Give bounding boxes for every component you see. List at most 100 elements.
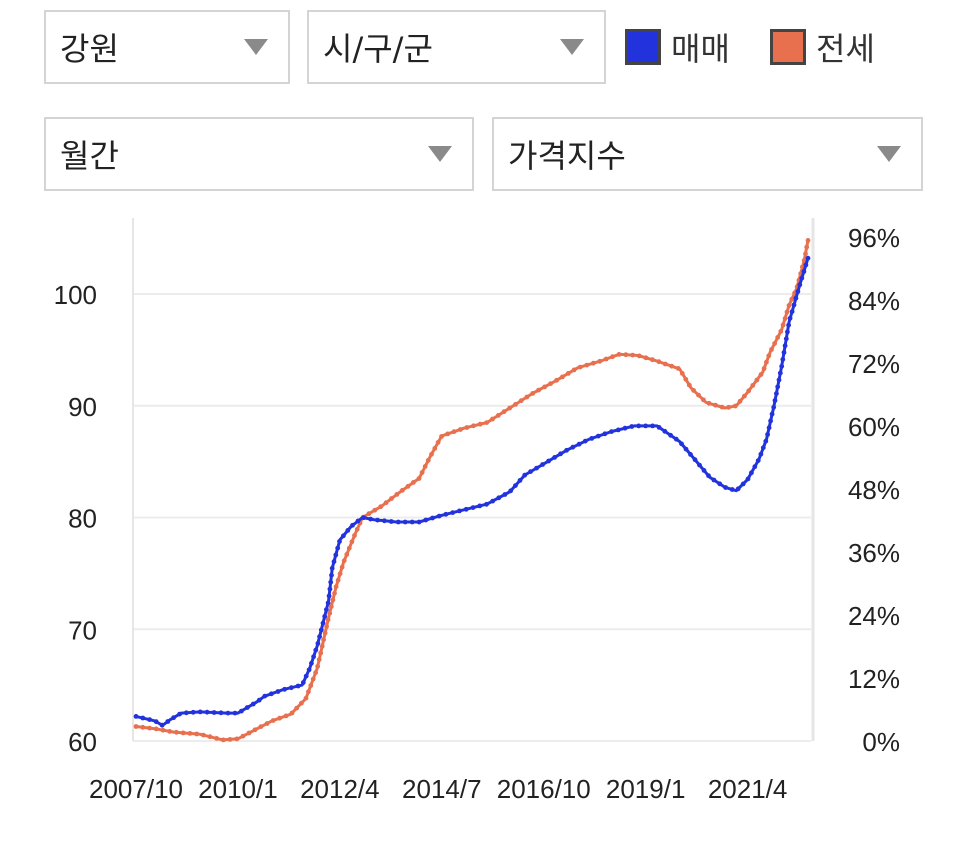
data-point — [147, 725, 152, 731]
y-left-tick-label: 80 — [68, 504, 97, 534]
data-point — [339, 564, 345, 570]
data-point — [409, 519, 415, 525]
data-point — [405, 484, 411, 489]
data-point — [758, 372, 764, 377]
legend-sale[interactable]: 매매 — [625, 24, 730, 70]
data-point — [546, 458, 551, 464]
data-point — [262, 693, 268, 699]
data-point — [388, 519, 394, 524]
data-point — [277, 715, 282, 721]
data-point — [597, 358, 603, 364]
data-point — [451, 429, 457, 435]
data-point — [325, 600, 331, 606]
data-point — [320, 620, 326, 626]
data-point — [395, 519, 401, 525]
data-point — [662, 428, 668, 434]
data-point — [776, 377, 782, 383]
data-point — [211, 710, 217, 715]
data-point — [763, 438, 769, 444]
data-point — [303, 673, 309, 679]
region-select[interactable]: 강원 — [44, 10, 290, 84]
y-right-tick-label: 12% — [848, 664, 900, 694]
data-point — [754, 377, 760, 383]
data-point — [758, 451, 764, 457]
data-point — [679, 441, 684, 447]
data-point — [713, 402, 718, 408]
data-point — [350, 522, 355, 528]
data-point — [167, 729, 173, 734]
data-point — [675, 366, 681, 371]
metric-select[interactable]: 가격지수 — [492, 117, 923, 191]
data-point — [463, 506, 469, 512]
data-point — [153, 726, 159, 732]
data-point — [795, 289, 801, 294]
data-point — [571, 367, 577, 373]
legend-jeonse[interactable]: 전세 — [770, 24, 875, 70]
data-point — [801, 269, 807, 274]
data-point — [159, 722, 165, 728]
y-right-tick-label: 96% — [848, 223, 900, 253]
data-point — [194, 731, 200, 737]
y-left-tick-label: 100 — [54, 280, 97, 310]
data-point — [416, 519, 422, 525]
data-point — [495, 413, 501, 418]
data-point — [443, 511, 449, 517]
data-point — [780, 357, 786, 362]
data-point — [595, 433, 601, 439]
data-point — [793, 295, 799, 301]
data-point — [717, 481, 723, 487]
data-point — [315, 641, 321, 646]
data-point — [761, 366, 767, 371]
data-point — [299, 700, 304, 706]
data-point — [264, 721, 270, 726]
data-point — [490, 416, 495, 422]
data-point — [422, 464, 428, 469]
data-point — [692, 457, 698, 463]
data-point — [328, 604, 334, 609]
data-point — [760, 445, 766, 451]
y-right-tick-label: 84% — [848, 286, 900, 316]
data-point — [643, 423, 648, 429]
data-point — [328, 579, 334, 585]
data-point — [319, 643, 325, 649]
data-point — [225, 710, 231, 716]
data-point — [333, 584, 339, 590]
data-point — [697, 462, 702, 468]
y-right-tick-label: 72% — [848, 349, 900, 379]
x-tick-label: 2019/1 — [606, 774, 686, 804]
data-point — [174, 729, 179, 735]
data-point — [310, 676, 316, 682]
data-point — [345, 528, 351, 533]
data-point — [177, 711, 183, 717]
data-point — [723, 485, 728, 490]
data-point — [787, 315, 793, 321]
data-point — [246, 730, 252, 736]
data-point — [679, 371, 685, 376]
data-point — [686, 382, 692, 388]
data-point — [160, 727, 166, 733]
city-select-value: 시/구/군 — [323, 30, 433, 68]
chevron-down-icon — [244, 39, 268, 55]
data-point — [232, 710, 238, 716]
data-point — [258, 724, 264, 729]
period-select[interactable]: 월간 — [44, 117, 474, 191]
data-point — [389, 496, 394, 501]
data-point — [785, 329, 790, 335]
data-point — [534, 465, 539, 471]
data-point — [636, 423, 642, 429]
data-point — [324, 624, 329, 629]
data-point — [565, 371, 571, 376]
data-point — [140, 724, 146, 730]
data-point — [295, 683, 301, 689]
data-point — [435, 440, 441, 445]
data-point — [326, 593, 332, 599]
data-point — [669, 363, 675, 369]
data-point — [636, 353, 642, 359]
city-select[interactable]: 시/구/군 — [307, 10, 606, 84]
data-point — [688, 452, 693, 457]
data-point — [797, 282, 803, 288]
data-point — [214, 736, 220, 741]
legend-jeonse-label: 전세 — [816, 30, 875, 68]
data-point — [771, 404, 777, 410]
data-point — [650, 423, 655, 429]
